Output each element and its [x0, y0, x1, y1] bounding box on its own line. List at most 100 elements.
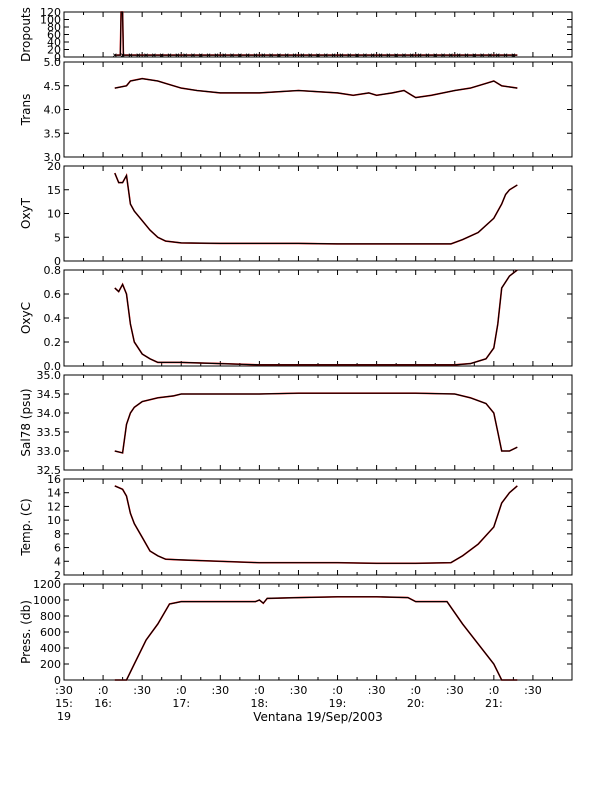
series-raw-line — [114, 485, 518, 565]
y-tick-label: 33.5 — [37, 426, 62, 439]
y-tick-label: 1000 — [33, 594, 61, 607]
dropout-marker — [308, 53, 312, 57]
series-raw-line — [114, 11, 518, 56]
x-tick-label: :30 — [211, 684, 229, 697]
dropout-marker — [425, 53, 430, 57]
y-tick-label: 0 — [54, 674, 61, 687]
dropout-marker — [152, 53, 156, 57]
series-line — [114, 269, 518, 366]
y-tick-label: 3.5 — [44, 127, 62, 140]
y-axis-title: Dropouts — [19, 7, 33, 62]
y-tick-label: 8 — [54, 528, 61, 541]
panel-2: 0 5 10 15 20 OxyT — [19, 160, 573, 268]
x-hour-label: 19: — [329, 697, 347, 710]
dropout-marker — [222, 53, 226, 57]
y-tick-label: 34.0 — [37, 407, 62, 420]
y-tick-label: 14 — [47, 487, 61, 500]
x-tick-label: :0 — [332, 684, 343, 697]
y-tick-label: 20 — [47, 44, 61, 57]
y-axis-title: OxyC — [19, 302, 33, 334]
x-hour-label: 20: — [407, 697, 425, 710]
dropout-marker — [378, 53, 383, 57]
series-line — [114, 77, 518, 99]
dropout-marker — [433, 53, 438, 57]
dropout-marker — [449, 53, 453, 57]
x-hour-label: 18: — [251, 697, 269, 710]
dropout-marker — [464, 53, 469, 57]
series-line — [114, 11, 518, 56]
y-axis-title: OxyT — [19, 197, 33, 229]
dropout-marker — [198, 53, 203, 57]
y-axis-title: Temp. (C) — [19, 498, 33, 556]
series-raw-line — [114, 77, 518, 99]
y-tick-label: 0.0 — [44, 360, 62, 373]
y-axis-title: Press. (db) — [19, 600, 33, 664]
dropout-marker — [136, 53, 141, 57]
y-tick-label: 3.0 — [44, 151, 62, 164]
y-tick-label: 5 — [54, 231, 61, 244]
y-tick-label: 12 — [47, 500, 61, 513]
x-hour-label: 17: — [172, 697, 190, 710]
panel-4: 32.5 33.0 33.5 34.0 34.5 35.0 Sal78 (psu) — [19, 369, 573, 477]
dropout-marker — [300, 53, 305, 57]
panel-frame — [63, 583, 573, 681]
y-tick-label: 0 — [54, 51, 61, 64]
dropout-marker — [488, 53, 492, 57]
x-tick-label: :0 — [98, 684, 109, 697]
dropout-marker — [261, 53, 266, 57]
series-raw-line — [114, 596, 518, 681]
dropout-marker — [206, 53, 211, 57]
x-day-label: 19 — [57, 710, 71, 723]
dropout-marker — [503, 53, 508, 57]
y-tick-label: 0.2 — [44, 336, 62, 349]
y-tick-label: 800 — [40, 610, 61, 623]
dropout-marker — [269, 53, 273, 57]
y-tick-label: 4.5 — [44, 80, 62, 93]
dropout-marker — [456, 53, 461, 57]
y-tick-label: 33.0 — [37, 445, 62, 458]
dropout-marker — [370, 53, 375, 57]
series-raw-line — [114, 172, 518, 245]
y-tick-label: 20 — [47, 160, 61, 173]
dropout-marker — [167, 53, 172, 57]
y-tick-label: 16 — [47, 473, 61, 486]
dropout-marker — [292, 53, 297, 57]
dropout-marker — [159, 53, 164, 57]
series-line — [114, 172, 518, 245]
panel-3: 0.0 0.2 0.4 0.6 0.8 OxyC — [19, 264, 573, 373]
series-line — [114, 596, 518, 681]
dropout-marker — [386, 53, 391, 57]
x-hour-label: 15: — [55, 697, 73, 710]
dropout-marker — [363, 53, 367, 57]
y-tick-label: 200 — [40, 658, 61, 671]
dropout-marker — [480, 53, 484, 57]
y-tick-label: 60 — [47, 29, 61, 42]
y-tick-label: 10 — [47, 514, 61, 527]
x-tick-label: :30 — [368, 684, 386, 697]
dropout-marker — [441, 53, 445, 57]
dropout-marker — [472, 53, 477, 57]
y-tick-label: 35.0 — [37, 369, 62, 382]
dropout-marker — [214, 53, 219, 57]
y-tick-label: 0.8 — [44, 264, 62, 277]
y-tick-label: 0.4 — [44, 312, 62, 325]
x-hour-label: 16: — [94, 697, 112, 710]
series-line — [114, 392, 518, 454]
x-tick-label: :0 — [176, 684, 187, 697]
dropout-marker — [355, 53, 359, 57]
panel-frame — [63, 478, 573, 576]
dropout-marker — [238, 53, 242, 57]
y-tick-label: 80 — [47, 21, 61, 34]
y-axis-title: Trans — [19, 94, 33, 127]
x-hour-label: 21: — [485, 697, 503, 710]
dropout-marker — [410, 53, 414, 57]
x-tick-label: :30 — [290, 684, 308, 697]
y-tick-label: 120 — [40, 6, 61, 19]
y-tick-label: 1200 — [33, 578, 61, 591]
dropout-marker — [253, 53, 258, 57]
x-tick-label: :0 — [488, 684, 499, 697]
y-tick-label: 10 — [47, 208, 61, 221]
dropout-marker — [113, 53, 117, 57]
